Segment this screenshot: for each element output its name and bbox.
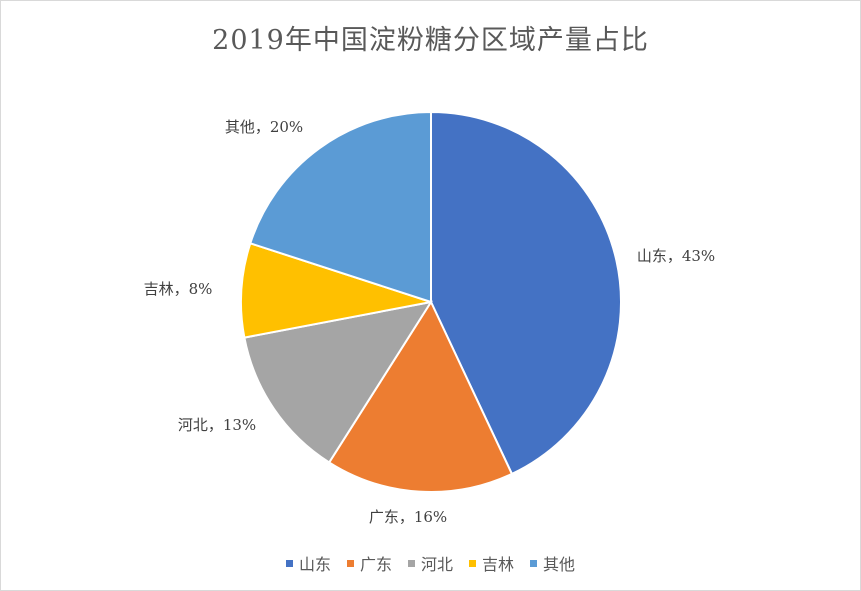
- pie-slice-4: [249, 110, 432, 304]
- data-label-1: 广东，16%: [369, 508, 447, 526]
- data-label-3: 吉林，8%: [144, 280, 213, 298]
- pie-slice-2: [243, 300, 434, 464]
- data-label-4: 其他，20%: [225, 118, 303, 136]
- pie-slice-1: [327, 299, 514, 493]
- legend-item-0: 山东: [285, 551, 331, 575]
- legend-swatch: [407, 559, 415, 567]
- legend-label: 广东: [359, 555, 392, 574]
- legend-label: 山东: [298, 555, 331, 574]
- legend-label: 其他: [543, 555, 576, 574]
- pie-slice-3: [240, 242, 432, 339]
- data-label-0: 山东，43%: [637, 247, 715, 265]
- legend-item-4: 其他: [530, 551, 575, 575]
- data-label-2: 河北，13%: [178, 416, 256, 434]
- legend-item-3: 吉林: [469, 551, 514, 575]
- pie-slice-0: [430, 110, 622, 476]
- legend-swatch: [469, 559, 476, 567]
- legend-label: 河北: [420, 555, 453, 574]
- legend-swatch: [285, 559, 293, 567]
- legend-swatch: [346, 559, 354, 567]
- legend-item-2: 河北: [407, 551, 453, 575]
- legend-label: 吉林: [482, 555, 515, 574]
- chart-title: 2019年中国淀粉糖分区域产量占比: [212, 25, 649, 56]
- legend: 山东 广东 河北 吉林 其他: [0, 551, 861, 575]
- legend-item-1: 广东: [346, 551, 392, 575]
- legend-swatch: [530, 559, 538, 567]
